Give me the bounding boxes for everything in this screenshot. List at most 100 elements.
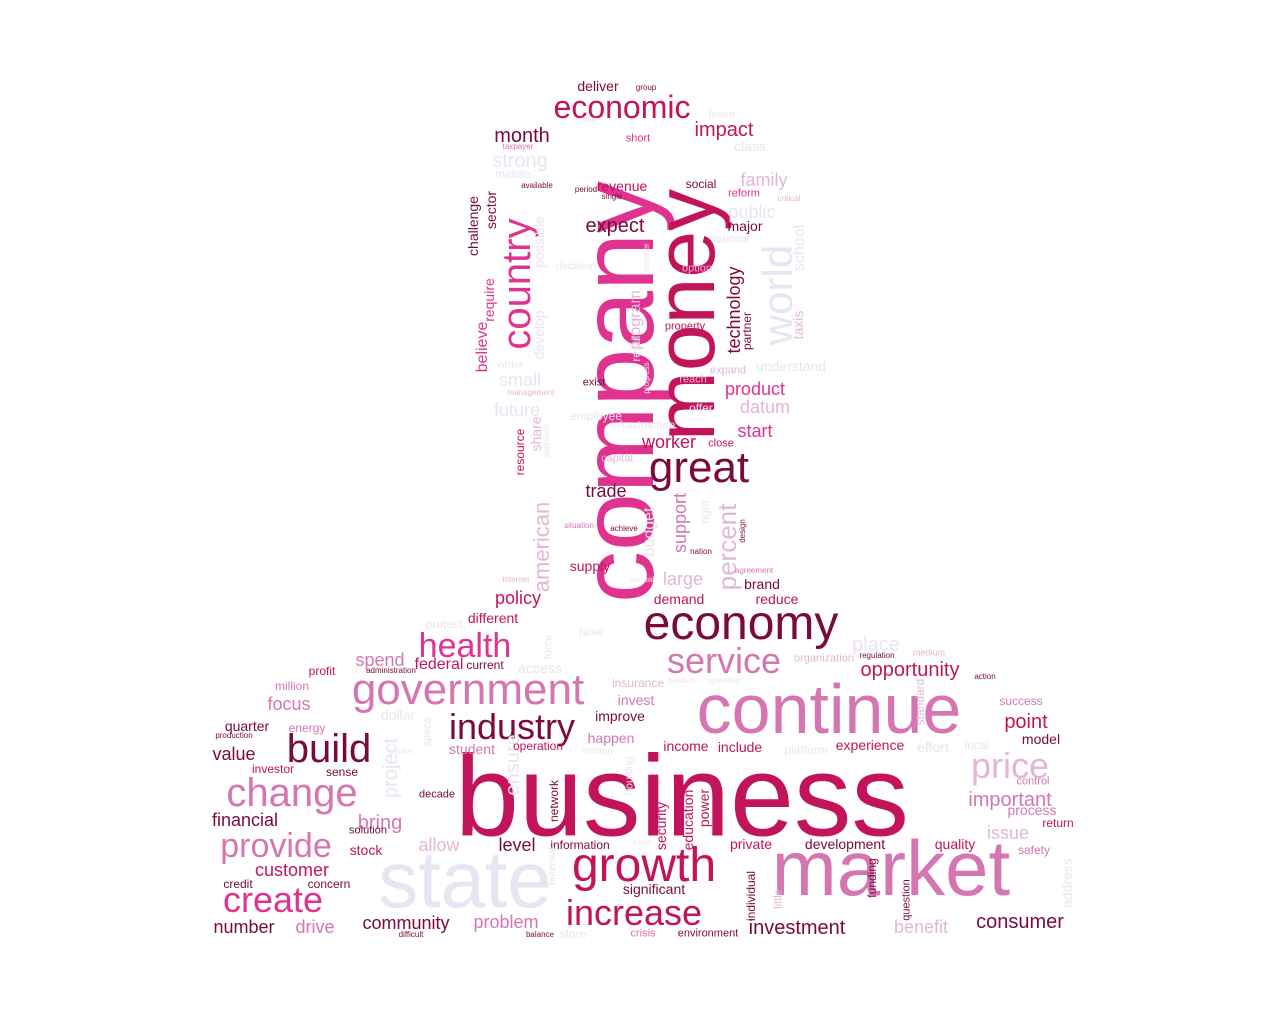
cloud-word: situation bbox=[564, 521, 594, 530]
cloud-word: model bbox=[1021, 731, 1061, 747]
cloud-word: potential bbox=[547, 847, 558, 885]
cloud-word: positive bbox=[389, 748, 413, 756]
cloud-word: energy bbox=[288, 721, 326, 735]
cloud-word: number bbox=[213, 917, 275, 937]
cloud-word: resource bbox=[513, 428, 527, 476]
cloud-word: access bbox=[518, 660, 562, 676]
cloud-word: trade bbox=[585, 481, 627, 501]
cloud-word: production bbox=[215, 731, 253, 740]
cloud-word: opportunity bbox=[860, 659, 960, 681]
cloud-word: quarter bbox=[224, 718, 270, 734]
cloud-word: regulation bbox=[859, 651, 895, 660]
cloud-word: credit bbox=[223, 877, 253, 891]
cloud-word: issue bbox=[986, 823, 1030, 843]
cloud-word: medium bbox=[912, 647, 946, 658]
cloud-word: position bbox=[668, 676, 696, 685]
cloud-word: taxis bbox=[790, 310, 806, 340]
cloud-word: administration bbox=[366, 666, 416, 675]
cloud-word: space bbox=[421, 717, 434, 747]
cloud-word: annual bbox=[629, 575, 655, 584]
cloud-word: asset bbox=[632, 838, 652, 847]
cloud-word: funding bbox=[865, 858, 879, 898]
cloud-word: network bbox=[547, 779, 561, 823]
cloud-word: change bbox=[226, 771, 358, 815]
cloud-word: continue bbox=[696, 670, 962, 748]
cloud-word: support bbox=[670, 492, 690, 554]
cloud-word: point bbox=[1004, 711, 1048, 733]
cloud-word: education bbox=[680, 789, 696, 851]
cloud-word: important bbox=[968, 789, 1052, 811]
cloud-word: progress bbox=[642, 362, 651, 394]
cloud-word: current bbox=[466, 658, 504, 672]
cloud-word: growth bbox=[571, 839, 717, 892]
cloud-word: problem bbox=[473, 912, 539, 932]
cloud-word: stock bbox=[349, 842, 383, 858]
cloud-word: effort bbox=[917, 739, 949, 755]
cloud-word: short bbox=[625, 132, 651, 145]
cloud-word: critical bbox=[777, 194, 801, 203]
cloud-word: option bbox=[682, 262, 712, 275]
cloud-word: include bbox=[717, 739, 763, 755]
cloud-word: group bbox=[635, 83, 657, 92]
cloud-word: sense bbox=[325, 765, 359, 779]
cloud-word: benefit bbox=[893, 917, 949, 937]
cloud-word: individual bbox=[744, 870, 758, 922]
cloud-word: future bbox=[493, 400, 541, 420]
cloud-word: money bbox=[638, 188, 732, 442]
cloud-word: major bbox=[727, 218, 763, 234]
cloud-word: strong bbox=[492, 150, 548, 172]
cloud-word: nation bbox=[690, 547, 712, 556]
cloud-word: leave bbox=[708, 108, 736, 121]
cloud-word: economic bbox=[553, 89, 691, 125]
cloud-word: percent bbox=[712, 503, 742, 591]
cloud-word: family bbox=[740, 170, 788, 190]
cloud-word: financial bbox=[211, 810, 279, 830]
cloud-word: close bbox=[708, 437, 734, 450]
cloud-word: build bbox=[286, 727, 372, 771]
cloud-word: crisis bbox=[630, 927, 656, 940]
cloud-word: industry bbox=[448, 706, 576, 747]
cloud-word: spending bbox=[707, 676, 741, 685]
cloud-word: income bbox=[663, 738, 709, 754]
cloud-word: taxpayer bbox=[502, 142, 534, 151]
cloud-word: health bbox=[418, 627, 512, 665]
cloud-word: internet bbox=[502, 575, 530, 584]
cloud-word: supply bbox=[569, 558, 611, 574]
cloud-word: period bbox=[574, 185, 598, 194]
cloud-word: success bbox=[999, 694, 1043, 708]
cloud-word: standard bbox=[913, 678, 927, 726]
cloud-word: question bbox=[900, 879, 913, 921]
cloud-word: school bbox=[791, 224, 808, 272]
cloud-word: student bbox=[449, 741, 495, 757]
cloud-word: profit bbox=[308, 664, 336, 678]
cloud-word: impact bbox=[694, 119, 754, 141]
cloud-word: federal bbox=[414, 656, 464, 673]
cloud-word: design bbox=[738, 519, 747, 543]
cloud-word: exist bbox=[582, 376, 606, 389]
cloud-word: employee bbox=[569, 409, 623, 423]
cloud-word: demand bbox=[653, 591, 705, 607]
cloud-word: infrastructure bbox=[610, 419, 676, 432]
cloud-word: achieve bbox=[610, 524, 638, 533]
cloud-word: sector bbox=[483, 190, 499, 230]
cloud-word: power bbox=[696, 788, 712, 828]
cloud-word: investment bbox=[748, 917, 846, 939]
cloud-word: national bbox=[710, 233, 750, 246]
cloud-word: place bbox=[852, 634, 900, 656]
cloud-word: capital bbox=[601, 452, 633, 465]
cloud-word: significant bbox=[622, 881, 686, 897]
cloud-word: spend bbox=[355, 650, 405, 670]
cloud-word: price bbox=[970, 745, 1050, 786]
cloud-word: customer bbox=[254, 860, 330, 880]
cloud-word: offer bbox=[689, 401, 713, 415]
cloud-word: protect bbox=[425, 617, 463, 631]
cloud-word: investor bbox=[251, 762, 295, 776]
cloud-word: little bbox=[772, 889, 785, 909]
cloud-word: increase bbox=[565, 892, 703, 933]
cloud-word: agreement bbox=[734, 566, 774, 575]
cloud-word: public bbox=[728, 202, 776, 222]
cloud-word: available bbox=[521, 181, 553, 190]
cloud-word: operation bbox=[512, 739, 564, 753]
cloud-word: reach bbox=[679, 373, 707, 386]
cloud-word: challenge bbox=[465, 196, 481, 256]
